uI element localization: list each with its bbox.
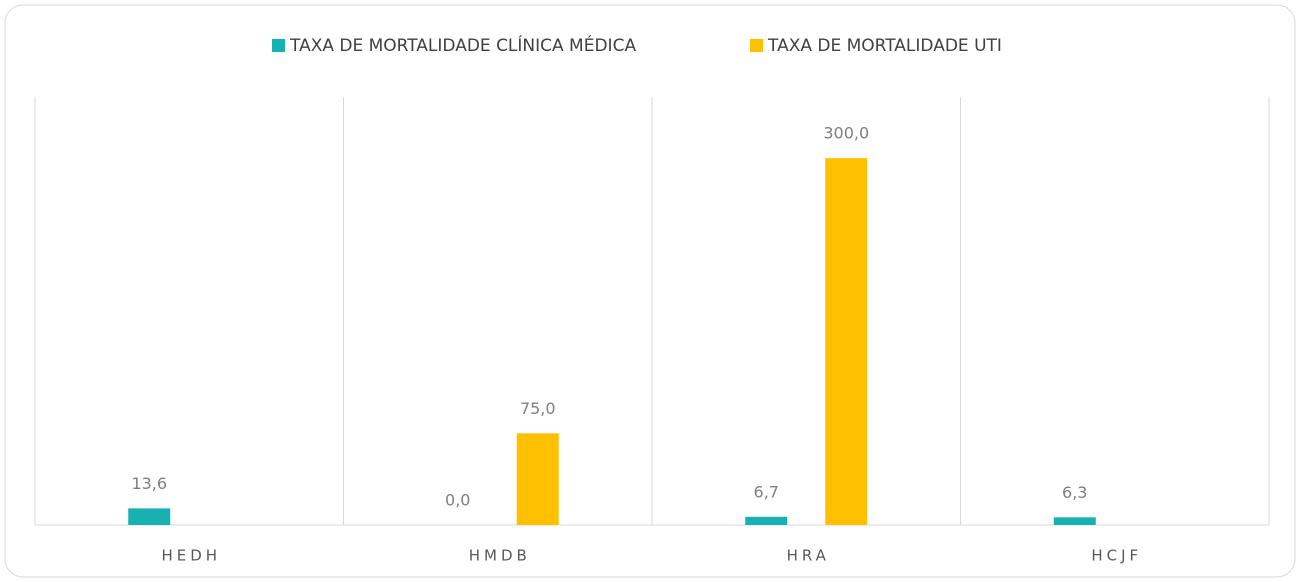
bar [1053,517,1096,525]
bar [825,158,868,525]
data-label: 6,3 [1062,483,1087,502]
legend-swatch [750,39,763,52]
bar [516,433,559,525]
data-label: 0,0 [445,491,470,510]
legend-swatch [272,39,285,52]
bar [128,508,171,525]
data-label: 6,7 [754,482,779,501]
x-tick-label: HCJF [1091,547,1142,565]
x-tick-label: HRA [787,547,830,565]
chart-frame [4,4,1296,578]
data-label: 75,0 [520,399,556,418]
x-tick-label: HMDB [469,547,531,565]
legend-label: TAXA DE MORTALIDADE CLÍNICA MÉDICA [289,34,636,56]
legend-label: TAXA DE MORTALIDADE UTI [767,36,1002,56]
data-label: 300,0 [823,124,869,143]
bar [745,516,788,525]
x-tick-label: HEDH [161,547,221,565]
data-label: 13,6 [131,474,167,493]
